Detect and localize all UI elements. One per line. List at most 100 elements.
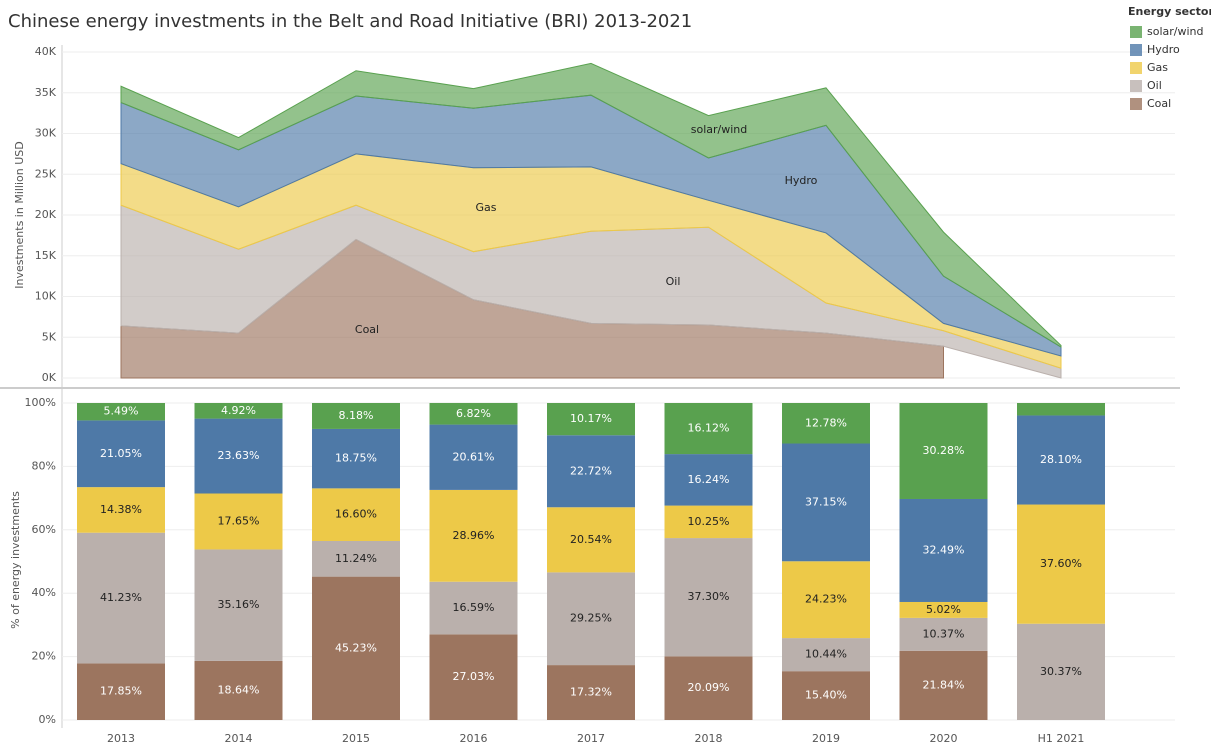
data-label: 8.18% [339, 409, 374, 422]
y-tick-label: 80% [32, 459, 56, 472]
data-label: 22.72% [570, 464, 612, 477]
data-label: 12.78% [805, 416, 847, 429]
data-label: 20.54% [570, 533, 612, 546]
y-tick-label: 40K [35, 45, 57, 58]
bar-segment [899, 617, 988, 651]
bar-segment [429, 581, 518, 635]
bar-segment [312, 488, 400, 541]
bar-segment [899, 650, 988, 720]
legend-swatch [1130, 98, 1142, 110]
y-tick-label: 25K [35, 167, 57, 180]
bar-segment [547, 665, 635, 720]
data-label: 21.84% [923, 678, 965, 691]
bar-segment [547, 507, 635, 573]
x-tick-label: 2017 [577, 732, 605, 745]
y-tick-label: 0K [42, 371, 57, 384]
bar-segment [1017, 403, 1105, 416]
legend-label: Oil [1147, 79, 1162, 92]
y-tick-label: 0% [39, 713, 56, 726]
bar-segment [194, 493, 283, 550]
y-tick-label: 20% [32, 650, 56, 663]
data-label: 5.02% [926, 603, 961, 616]
bar-segment [429, 402, 518, 425]
data-label: 30.37% [1040, 665, 1082, 678]
x-tick-label: 2015 [342, 732, 370, 745]
bar-segment [77, 487, 165, 533]
y-tick-label: 10K [35, 290, 57, 303]
y-axis-label: % of energy investments [9, 491, 22, 629]
bar-segment [312, 403, 400, 429]
data-label: 30.28% [923, 444, 965, 457]
bar-segment [1017, 415, 1105, 505]
legend-label: Hydro [1147, 43, 1180, 56]
data-label: 29.25% [570, 612, 612, 625]
data-label: 10.44% [805, 648, 847, 661]
bar-segment [194, 660, 283, 720]
bar-segment [194, 403, 283, 419]
legend-swatch [1130, 80, 1142, 92]
legend-swatch [1130, 44, 1142, 56]
y-axis-label: Investments in Million USD [13, 141, 26, 288]
y-tick-label: 30K [35, 127, 57, 140]
area-label: solar/wind [691, 123, 748, 136]
data-label: 20.09% [688, 681, 730, 694]
chart-title: Chinese energy investments in the Belt a… [8, 11, 692, 32]
data-label: 16.24% [688, 473, 730, 486]
legend-title: Energy sector [1128, 5, 1211, 18]
data-label: 41.23% [100, 591, 142, 604]
area-label: Gas [476, 201, 497, 214]
bar-segment [899, 403, 988, 499]
bar-segment [547, 572, 635, 666]
y-tick-label: 20K [35, 208, 57, 221]
data-label: 10.17% [570, 412, 612, 425]
data-label: 24.23% [805, 593, 847, 606]
data-label: 35.16% [218, 598, 260, 611]
data-label: 16.60% [335, 508, 377, 521]
area-label: Hydro [785, 174, 818, 187]
y-tick-label: 100% [25, 396, 56, 409]
data-label: 11.24% [335, 552, 377, 565]
data-label: 15.40% [805, 689, 847, 702]
data-label: 32.49% [923, 543, 965, 556]
data-label: 10.37% [923, 627, 965, 640]
data-label: 28.96% [453, 529, 495, 542]
legend-label: solar/wind [1147, 25, 1204, 38]
bar-segment [194, 549, 283, 661]
bar-segment [782, 403, 870, 444]
bar-segment [899, 498, 988, 602]
bar-segment [312, 540, 400, 577]
bar-segment [547, 403, 635, 436]
x-tick-label: 2019 [812, 732, 840, 745]
legend-swatch [1130, 26, 1142, 38]
data-label: 16.12% [688, 422, 730, 435]
bar-segment [782, 561, 870, 639]
x-tick-label: 2013 [107, 732, 135, 745]
bar-segment [77, 532, 165, 664]
data-label: 10.25% [688, 515, 730, 528]
area-label: Oil [666, 275, 681, 288]
bar-segment [77, 403, 165, 421]
area-label: Coal [355, 323, 379, 336]
y-tick-label: 60% [32, 523, 56, 536]
bar-segment [782, 443, 870, 562]
y-tick-label: 35K [35, 86, 57, 99]
data-label: 37.60% [1040, 557, 1082, 570]
bar-segment [429, 634, 518, 720]
data-label: 37.15% [805, 495, 847, 508]
x-tick-label: 2020 [930, 732, 958, 745]
data-label: 18.75% [335, 452, 377, 465]
data-label: 14.38% [100, 503, 142, 516]
bar-segment [899, 601, 988, 618]
data-label: 16.59% [453, 601, 495, 614]
bar-segment [547, 435, 635, 508]
y-tick-label: 15K [35, 249, 57, 262]
area [120, 62, 1062, 348]
data-label: 17.65% [218, 514, 260, 527]
data-label: 5.49% [104, 405, 139, 418]
data-label: 20.61% [453, 450, 495, 463]
x-tick-label: 2016 [460, 732, 488, 745]
bar-segment [194, 418, 283, 494]
x-tick-label: 2018 [695, 732, 723, 745]
y-tick-label: 40% [32, 586, 56, 599]
